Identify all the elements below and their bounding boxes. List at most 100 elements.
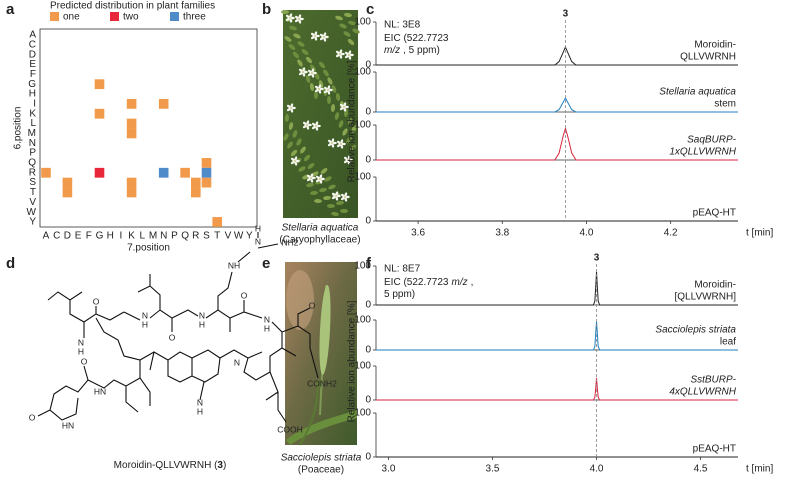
flower-center (311, 72, 313, 74)
petal (310, 32, 315, 37)
petal (348, 158, 353, 162)
flower-center (323, 36, 325, 38)
leaf-texture (314, 198, 322, 204)
y-tick-label: S (29, 177, 36, 188)
cell (126, 98, 137, 109)
petal (314, 85, 319, 90)
cell (126, 187, 137, 198)
y-tick-label: C (29, 39, 36, 50)
leaf-texture (293, 33, 301, 39)
photo-stellaria (281, 10, 360, 218)
atom-label: HN (62, 420, 74, 430)
leaf-texture (344, 12, 352, 18)
leaf-texture (289, 25, 297, 31)
petal (340, 144, 344, 149)
leaf-texture (290, 149, 298, 157)
petal (339, 103, 344, 108)
petal (290, 103, 294, 108)
petal (289, 18, 293, 23)
leaf-texture (346, 136, 352, 144)
petal (306, 177, 311, 182)
petal (302, 67, 306, 72)
bond (37, 232, 319, 423)
atom-label: H (197, 406, 203, 416)
petal (299, 17, 304, 21)
y-tick-label: 0 (365, 155, 371, 166)
petal (311, 125, 316, 130)
x-tick-label: 4.2 (664, 228, 678, 239)
leaf-texture (348, 20, 356, 26)
petal (319, 33, 324, 38)
y-tick-label: R (29, 167, 36, 178)
x-tick-label: C (53, 231, 60, 242)
plot-frame (39, 28, 258, 228)
petal (285, 17, 290, 22)
petal (294, 18, 299, 23)
leaf-texture (310, 190, 318, 196)
leaf-texture (349, 144, 357, 152)
trace (376, 377, 738, 401)
petal (315, 175, 320, 180)
petal (335, 196, 339, 201)
leaf-texture (336, 200, 344, 206)
petal (340, 139, 344, 144)
petal (311, 176, 316, 180)
leaf-texture (309, 83, 315, 91)
atom-label: N (142, 310, 148, 320)
leaf-texture (339, 23, 347, 29)
cell (41, 167, 51, 178)
petal (323, 32, 327, 37)
x-tick-label: M (149, 231, 157, 242)
petal (349, 53, 354, 57)
petal (344, 51, 349, 56)
atom-label: O (29, 412, 36, 422)
cell (201, 167, 212, 178)
legend-label: two (123, 12, 139, 23)
y-tick-label: T (30, 187, 36, 198)
petal (344, 197, 348, 202)
petal (319, 179, 323, 184)
x-axis-label: t [min] (746, 464, 773, 475)
eic-label: EIC (522.7723 m/z, (384, 277, 473, 288)
petal (307, 69, 312, 74)
petal (318, 89, 322, 94)
atom-label: H (142, 319, 148, 329)
x-tick-label: 4.5 (694, 464, 708, 475)
eic-part: m/z (452, 277, 468, 288)
flower-center (314, 35, 316, 37)
flower-center (290, 107, 292, 109)
petal (347, 155, 351, 160)
atom-label: O (309, 300, 316, 310)
atom-label: H (255, 223, 261, 233)
leaf-texture (284, 36, 292, 42)
petal (290, 157, 295, 162)
petal (312, 71, 317, 75)
nl-label: NL: 3E8 (384, 20, 421, 31)
leaf-texture (347, 117, 353, 125)
leaf-texture (300, 146, 306, 154)
leaf-texture (324, 176, 332, 182)
x-axis-label: t [min] (746, 228, 773, 239)
x-tick-label: W (234, 231, 244, 242)
panel-label: d (6, 255, 15, 272)
atom-label: COOH (277, 424, 303, 434)
x-tick-label: V (225, 231, 232, 242)
atom-label: CONH2 (307, 378, 337, 388)
peak-label: 3 (563, 9, 569, 20)
petal (344, 192, 348, 197)
leaf-texture (340, 208, 348, 214)
leaf-texture (334, 112, 340, 120)
petal (331, 138, 335, 143)
petal (348, 50, 352, 55)
flower-center (289, 17, 291, 19)
eic-part: , 5 ppm) (403, 45, 440, 56)
petal (307, 123, 312, 127)
petal (331, 195, 336, 200)
flower-center (315, 125, 317, 127)
y-tick-label: A (29, 30, 36, 41)
petal (302, 72, 306, 77)
leaf-texture (284, 114, 290, 122)
y-axis-label: 6.position (13, 107, 24, 150)
eic-part: , (471, 277, 474, 288)
